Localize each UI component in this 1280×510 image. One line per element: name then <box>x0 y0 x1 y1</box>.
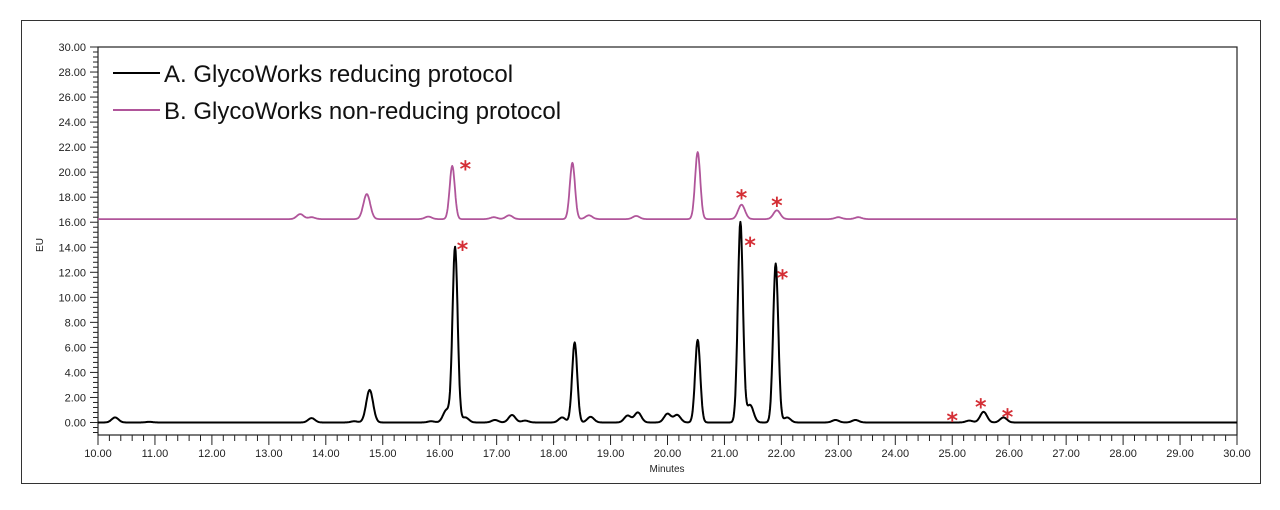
x-tick-label: 19.00 <box>597 448 625 460</box>
x-tick-label: 11.00 <box>142 448 169 460</box>
x-tick-label: 22.00 <box>768 448 796 460</box>
peak-marker-asterisk: * <box>736 186 748 211</box>
y-tick-label: 18.00 <box>58 192 86 204</box>
x-tick-label: 15.00 <box>369 448 397 460</box>
x-tick-label: 14.00 <box>312 448 340 460</box>
x-axis-label: Minutes <box>649 464 684 475</box>
legend: A. GlycoWorks reducing protocol B. Glyco… <box>113 61 561 125</box>
y-tick-label: 8.00 <box>65 317 86 329</box>
x-tick-label: 20.00 <box>654 448 682 460</box>
y-tick-label: 24.00 <box>58 117 86 129</box>
peak-marker-asterisk: * <box>457 238 469 263</box>
peak-marker-asterisk: * <box>744 234 756 259</box>
y-tick-label: 14.00 <box>58 242 86 254</box>
y-tick-label: 16.00 <box>58 217 86 229</box>
peak-marker-asterisk: * <box>975 395 987 420</box>
x-tick-label: 13.00 <box>255 448 283 460</box>
x-tick-label: 12.00 <box>198 448 226 460</box>
x-tick-label: 27.00 <box>1052 448 1080 460</box>
y-tick-label: 30.00 <box>58 42 86 54</box>
x-tick-label: 23.00 <box>825 448 853 460</box>
y-tick-label: 20.00 <box>58 167 86 179</box>
peak-marker-asterisk: * <box>946 409 958 434</box>
y-tick-label: 0.00 <box>65 417 86 429</box>
x-tick-label: 18.00 <box>540 448 568 460</box>
legend-label-b: B. GlycoWorks non-reducing protocol <box>164 98 561 125</box>
y-axis-label: EU <box>35 238 46 252</box>
trace-a-reducing <box>97 220 1238 424</box>
y-tick-label: 6.00 <box>65 342 86 354</box>
y-tick-label: 28.00 <box>58 67 86 79</box>
y-tick-label: 12.00 <box>58 267 86 279</box>
peak-marker-asterisk: * <box>460 158 472 183</box>
x-tick-label: 28.00 <box>1109 448 1137 460</box>
x-tick-label: 10.00 <box>84 448 112 460</box>
trace-b-non-reducing <box>97 151 1238 220</box>
x-tick-label: 17.00 <box>483 448 511 460</box>
peak-marker-asterisk: * <box>771 194 783 219</box>
x-tick-label: 25.00 <box>938 448 966 460</box>
x-tick-label: 26.00 <box>995 448 1023 460</box>
y-tick-label: 10.00 <box>58 292 86 304</box>
y-tick-label: 26.00 <box>58 92 86 104</box>
y-tick-label: 22.00 <box>58 142 86 154</box>
peak-marker-asterisk: * <box>1002 405 1014 430</box>
x-tick-label: 30.00 <box>1223 448 1251 460</box>
legend-label-a: A. GlycoWorks reducing protocol <box>164 61 513 88</box>
y-tick-label: 4.00 <box>65 367 86 379</box>
x-tick-label: 24.00 <box>882 448 910 460</box>
x-tick-label: 16.00 <box>426 448 454 460</box>
x-tick-label: 29.00 <box>1166 448 1194 460</box>
figure-border <box>21 20 1261 484</box>
x-tick-label: 21.00 <box>711 448 739 460</box>
y-tick-label: 2.00 <box>65 392 86 404</box>
peak-marker-asterisk: * <box>777 267 789 292</box>
